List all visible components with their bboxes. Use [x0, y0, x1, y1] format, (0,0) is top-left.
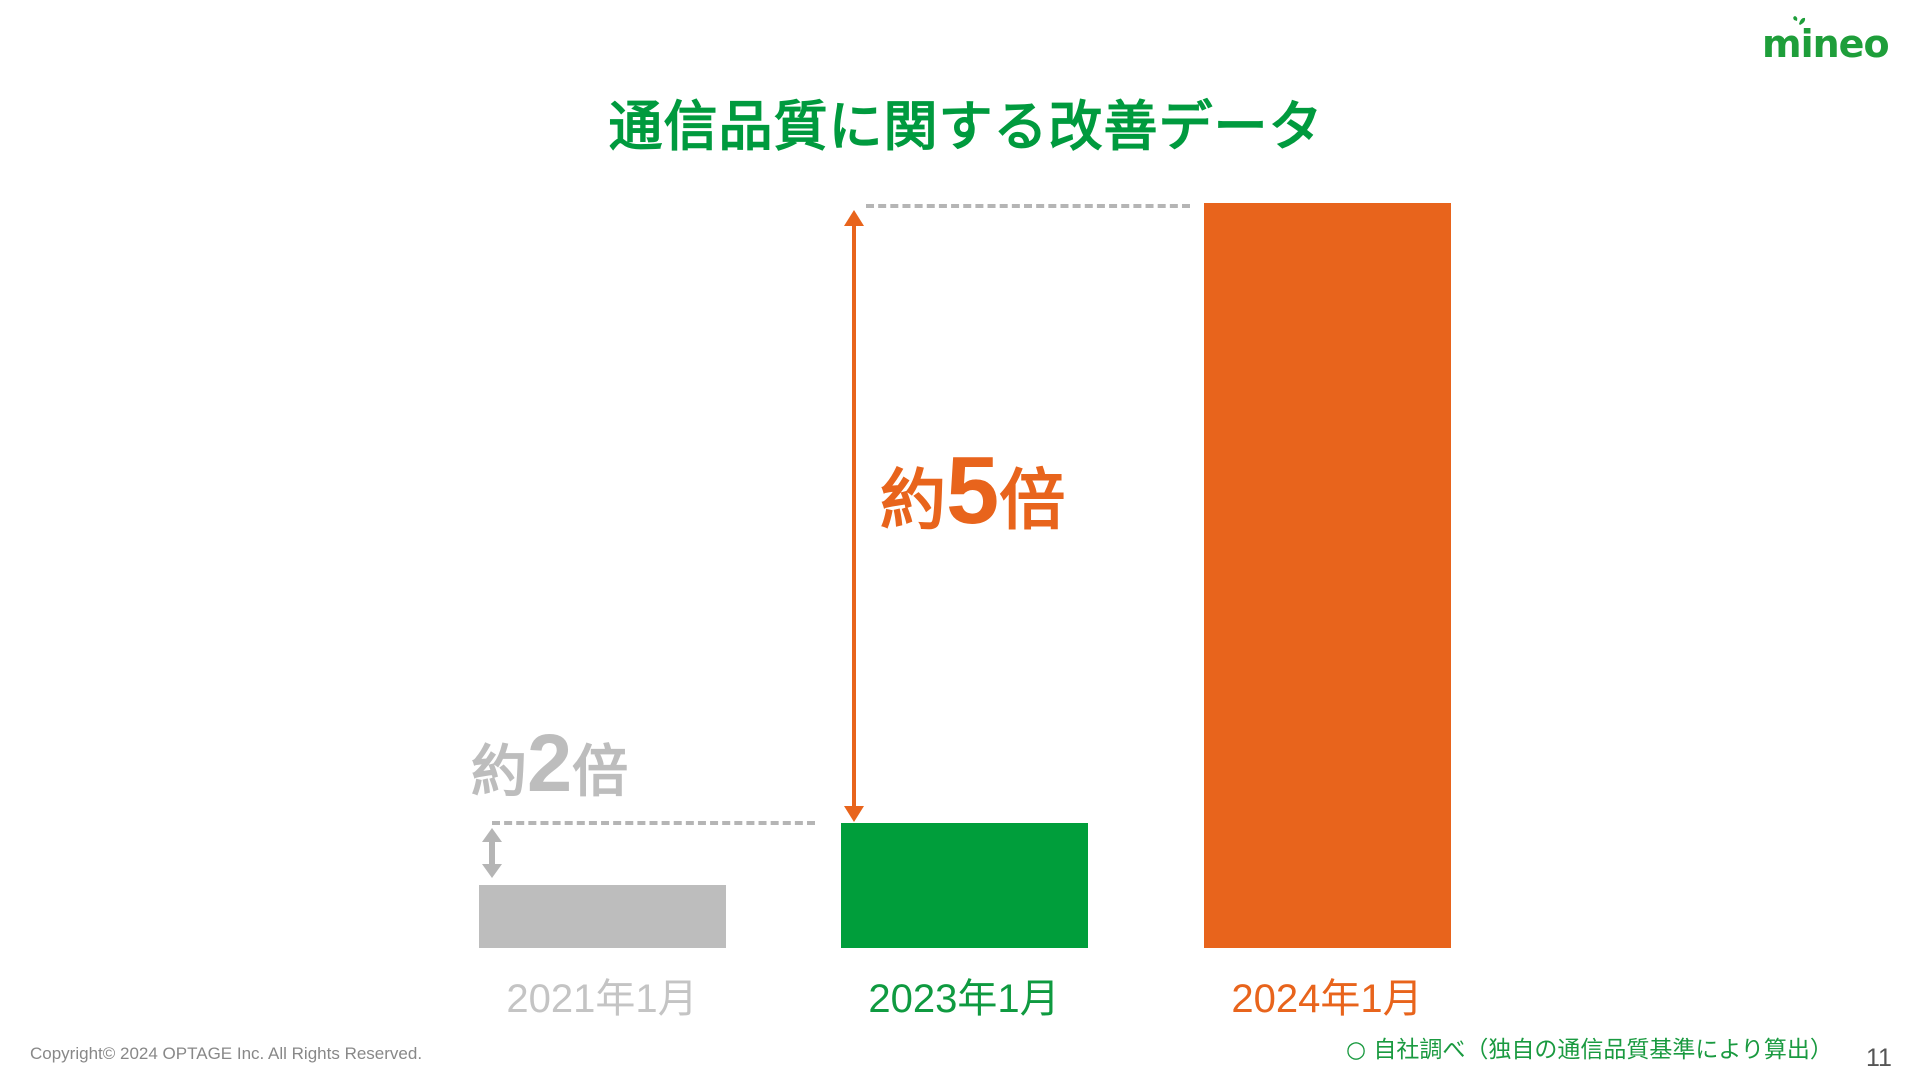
multiplier-label-2x: 約2倍: [471, 719, 629, 809]
x-tick-label-2023: 2023年1月: [868, 977, 1060, 1021]
copyright-text: Copyright© 2024 OPTAGE Inc. All Rights R…: [30, 1044, 423, 1063]
logo-text: mineo: [1762, 22, 1890, 66]
dashed-guide-2024-level: [866, 204, 1190, 208]
multiplier-label-5x: 約5倍: [880, 437, 1066, 544]
sprout-icon: [1793, 16, 1806, 25]
mineo-logo: mineo: [1762, 16, 1890, 66]
source-footnote: ○ 自社調べ（独自の通信品質基準により算出）: [1346, 1037, 1833, 1063]
dashed-guide-2023-level: [492, 821, 815, 825]
page-number: 11: [1866, 1044, 1892, 1072]
double-arrow-icon: [844, 210, 864, 822]
bar-2023: [841, 822, 1088, 948]
x-tick-label-2021: 2021年1月: [506, 977, 698, 1021]
double-arrow-icon: [482, 828, 502, 878]
bar-2024: [1204, 203, 1451, 948]
page-title: 通信品質に関する改善データ: [608, 95, 1324, 158]
bar-2021: [479, 885, 726, 948]
x-tick-label-2024: 2024年1月: [1231, 977, 1423, 1021]
